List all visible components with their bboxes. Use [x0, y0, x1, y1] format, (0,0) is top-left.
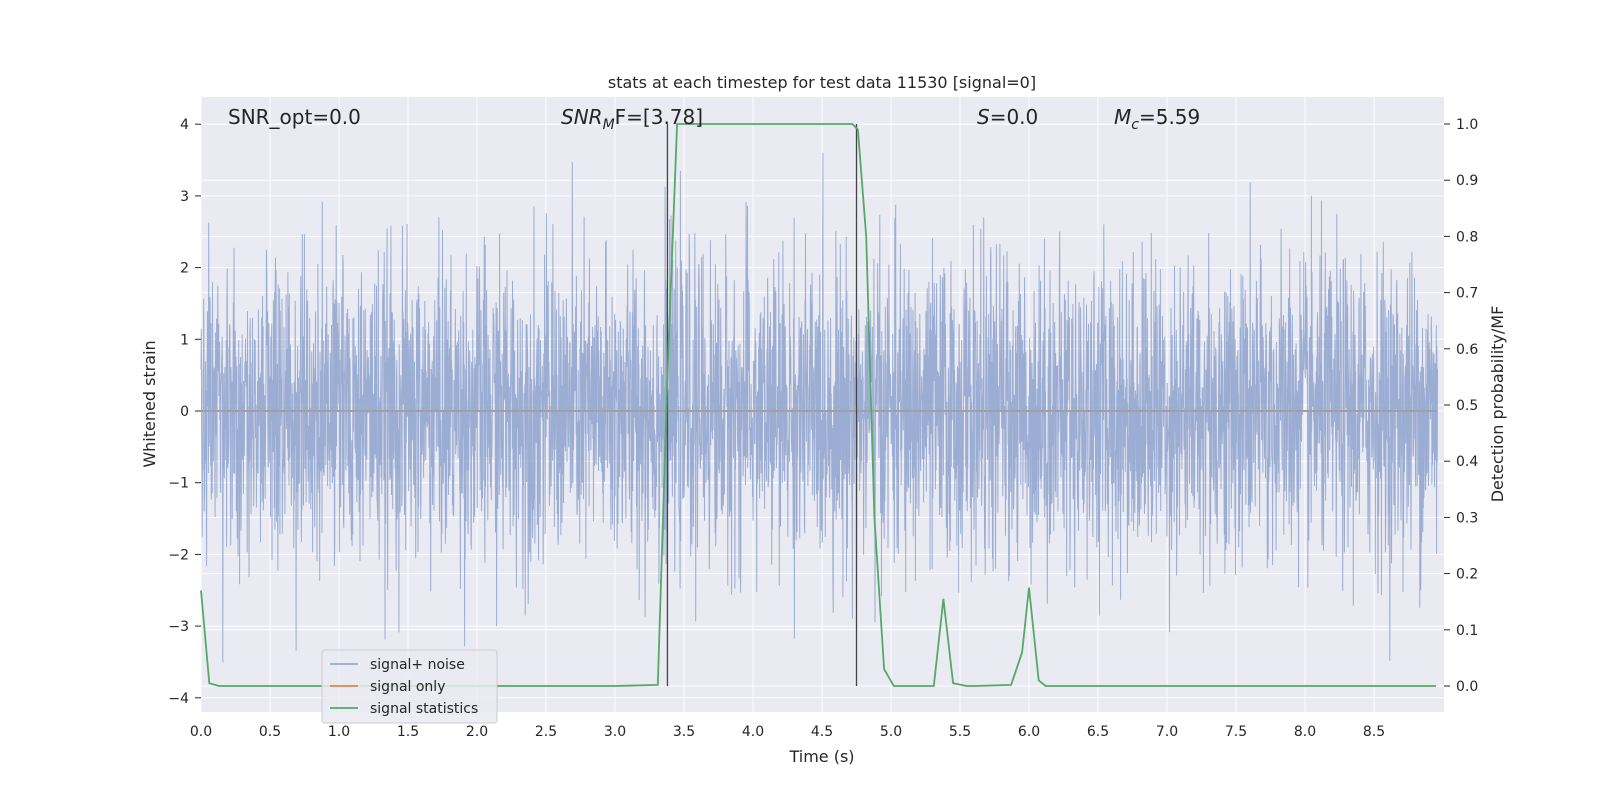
- y-axis-label-left: Whitened strain: [140, 340, 159, 467]
- x-tick-label: 1.0: [328, 724, 350, 740]
- y-tick-label-right: 0.5: [1456, 398, 1478, 414]
- y-tick-label-right: 0.2: [1456, 567, 1478, 583]
- x-tick-label: 7.5: [1225, 724, 1247, 740]
- y-tick-label-right: 0.9: [1456, 173, 1478, 189]
- x-tick-label: 2.0: [466, 724, 488, 740]
- axis-ticks: 0.0 0.5 1.0 1.5 2.0 2.5 3.0 3.5 4.0 4.5 5.0 5.5 6.0 6…: [168, 117, 1478, 740]
- y-tick-label-left: −4: [168, 691, 189, 707]
- x-tick-label: 2.5: [535, 724, 557, 740]
- x-tick-label: 4.0: [742, 724, 764, 740]
- legend-box: [321, 649, 498, 724]
- y-tick-label-right: 0.3: [1456, 510, 1478, 526]
- legend-label-signal-only: signal only: [370, 679, 445, 695]
- annotation-s: S=0.0: [977, 105, 1038, 129]
- y-tick-label-right: 0.7: [1456, 286, 1478, 302]
- x-tick-label: 6.5: [1087, 724, 1109, 740]
- signal-statistics-line: [200, 123, 1437, 687]
- signal-statistics-series: [200, 123, 1437, 687]
- x-tick-label: 8.5: [1363, 724, 1385, 740]
- annotation-snr-opt: SNR_opt=0.0: [228, 105, 361, 129]
- y-tick-label-left: −3: [168, 619, 189, 635]
- legend-label-signal-statistics: signal statistics: [370, 701, 478, 717]
- y-tick-label-right: 0.6: [1456, 342, 1478, 358]
- chart-title: stats at each timestep for test data 115…: [608, 73, 1036, 92]
- x-axis-label: Time (s): [788, 747, 854, 766]
- x-tick-label: 3.5: [673, 724, 695, 740]
- y-tick-label-left: 2: [180, 261, 189, 277]
- x-tick-label: 3.0: [604, 724, 626, 740]
- x-tick-label: 5.0: [880, 724, 902, 740]
- x-tick-label: 7.0: [1156, 724, 1178, 740]
- signal-noise-line: [200, 152, 1438, 663]
- y-tick-label-right: 0.0: [1456, 679, 1478, 695]
- x-tick-label: 0.5: [259, 724, 281, 740]
- legend: signal+ noise signal only signal statist…: [321, 649, 498, 724]
- y-tick-label-left: 4: [180, 117, 189, 133]
- y-axis-label-right: Detection probability/MF: [1488, 306, 1507, 503]
- y-tick-label-left: 3: [180, 189, 189, 205]
- y-tick-label-left: −1: [168, 476, 189, 492]
- x-tick-label: 8.0: [1294, 724, 1316, 740]
- annotation-snr-mf: SNRMF=[3.78]: [561, 105, 703, 133]
- x-tick-label: 4.5: [811, 724, 833, 740]
- x-tick-label: 5.5: [949, 724, 971, 740]
- annotation-mc: Mc=5.59: [1114, 105, 1200, 133]
- signal-noise-series: [200, 152, 1438, 663]
- y-tick-label-right: 1.0: [1456, 117, 1478, 133]
- y-tick-label-right: 0.8: [1456, 229, 1478, 245]
- legend-label-signal-noise: signal+ noise: [370, 657, 465, 673]
- y-tick-label-right: 0.4: [1456, 454, 1478, 470]
- y-tick-label-left: 0: [180, 404, 189, 420]
- vertical-markers: [666, 124, 858, 686]
- y-tick-label-left: 1: [180, 332, 189, 348]
- y-tick-label-right: 0.1: [1456, 623, 1478, 639]
- x-tick-label: 0.0: [190, 724, 212, 740]
- x-tick-label: 6.0: [1018, 724, 1040, 740]
- y-tick-label-left: −2: [168, 547, 189, 563]
- x-tick-label: 1.5: [397, 724, 419, 740]
